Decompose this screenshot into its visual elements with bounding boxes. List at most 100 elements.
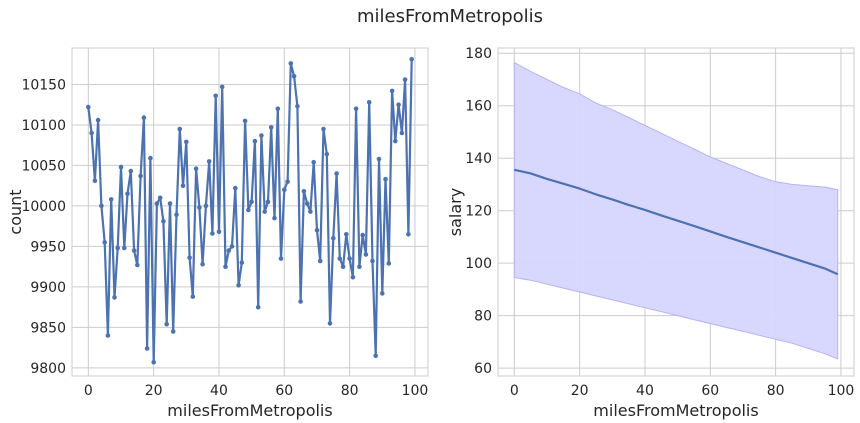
count-data-point — [200, 261, 205, 267]
count-data-point — [353, 106, 359, 111]
count-data-point — [242, 118, 248, 124]
left-chart-count: 0 20 40 60 80 100 9800 9850 9900 9950 10000 10050 10… — [6, 47, 429, 420]
count-data-point — [216, 229, 222, 235]
count-data-point — [213, 93, 218, 99]
left-y-tick-label: 9900 — [30, 280, 66, 296]
count-data-point — [376, 156, 382, 162]
count-data-point — [89, 130, 94, 136]
count-data-point — [363, 252, 369, 257]
right-y-tick-label: 100 — [465, 256, 492, 272]
left-x-tick-label: 0 — [84, 383, 93, 399]
count-data-point — [184, 139, 189, 145]
left-y-axis-label: count — [6, 189, 25, 234]
left-x-tick-label: 60 — [275, 383, 293, 399]
count-data-point — [308, 209, 313, 214]
right-x-tick-label: 0 — [510, 383, 519, 399]
count-data-point — [396, 102, 401, 107]
count-data-point — [389, 88, 395, 94]
count-data-point — [102, 240, 107, 245]
count-data-point — [337, 256, 343, 261]
count-data-point — [206, 159, 212, 164]
left-y-tick-label: 9850 — [30, 320, 66, 336]
count-data-point — [187, 255, 192, 261]
right-y-tick-label: 60 — [474, 361, 492, 377]
count-data-point — [327, 321, 333, 326]
count-data-point — [347, 256, 352, 261]
left-y-tick-label: 9950 — [30, 239, 66, 255]
count-data-point — [131, 248, 137, 253]
count-data-point — [314, 227, 320, 233]
count-data-point — [125, 191, 130, 197]
count-data-point — [278, 256, 284, 261]
count-data-point — [161, 219, 166, 224]
right-x-tick-label: 100 — [828, 383, 855, 399]
count-data-point — [99, 203, 104, 209]
count-data-point — [112, 295, 117, 300]
right-x-tick-label: 80 — [767, 383, 785, 399]
count-data-point — [138, 173, 143, 179]
count-data-point — [229, 244, 235, 249]
right-plot-frame — [497, 47, 855, 377]
count-data-point — [252, 138, 258, 144]
salary-mean-line — [514, 168, 839, 276]
left-series-count — [86, 57, 415, 365]
count-data-point — [92, 178, 98, 184]
left-y-tick-label: 10000 — [21, 199, 66, 215]
count-data-point — [190, 294, 196, 299]
count-data-point — [236, 283, 241, 288]
count-data-point — [105, 333, 111, 338]
left-y-tick-label: 9800 — [30, 361, 66, 377]
count-data-point — [151, 359, 156, 365]
count-data-point — [350, 274, 356, 280]
count-data-point — [324, 151, 330, 157]
count-data-point — [128, 168, 134, 174]
count-data-point — [255, 304, 261, 310]
count-data-point — [193, 166, 199, 171]
count-data-point — [275, 106, 281, 111]
count-data-point — [272, 215, 277, 221]
figure-title: milesFromMetropolis — [357, 6, 543, 27]
count-data-point — [360, 232, 366, 238]
left-plot-frame — [71, 47, 429, 377]
count-data-point — [210, 231, 215, 236]
count-data-point — [141, 115, 147, 120]
right-y-axis-label: salary — [446, 188, 465, 236]
count-data-point — [311, 159, 317, 165]
count-data-point — [177, 126, 183, 132]
count-data-point — [321, 126, 326, 132]
count-data-point — [331, 236, 336, 241]
count-data-point — [291, 74, 297, 79]
count-data-point — [282, 187, 287, 192]
count-data-point — [285, 179, 290, 184]
count-data-point — [164, 321, 169, 327]
count-data-point — [265, 199, 271, 205]
right-x-tick-label: 40 — [636, 383, 654, 399]
count-data-point — [406, 232, 411, 237]
count-data-point — [223, 264, 228, 270]
count-data-point — [219, 84, 225, 90]
right-y-tick-label: 160 — [465, 99, 492, 115]
count-data-point — [357, 264, 362, 270]
count-data-point — [259, 133, 264, 138]
right-tick-labels: 0 20 40 60 80 100 60 80 100 120 140 160 180 — [465, 46, 854, 399]
count-data-point — [402, 77, 408, 82]
count-series-line — [87, 59, 413, 364]
right-y-tick-label: 120 — [465, 204, 492, 220]
count-data-point — [180, 183, 186, 188]
count-data-point — [288, 61, 294, 66]
right-y-tick-label: 180 — [465, 46, 492, 62]
left-x-tick-label: 20 — [145, 383, 163, 399]
count-data-point — [393, 138, 398, 144]
count-data-point — [262, 209, 268, 214]
count-data-point — [157, 195, 163, 201]
left-x-tick-label: 100 — [402, 383, 429, 399]
left-y-tick-label: 10150 — [21, 77, 66, 93]
count-data-point — [148, 155, 153, 161]
count-data-point — [95, 117, 101, 123]
count-data-point — [317, 258, 323, 264]
count-data-point — [154, 201, 160, 206]
count-data-point — [295, 104, 300, 109]
count-data-point — [233, 185, 238, 191]
count-data-point — [304, 201, 310, 206]
left-y-tick-label: 10050 — [21, 158, 66, 174]
